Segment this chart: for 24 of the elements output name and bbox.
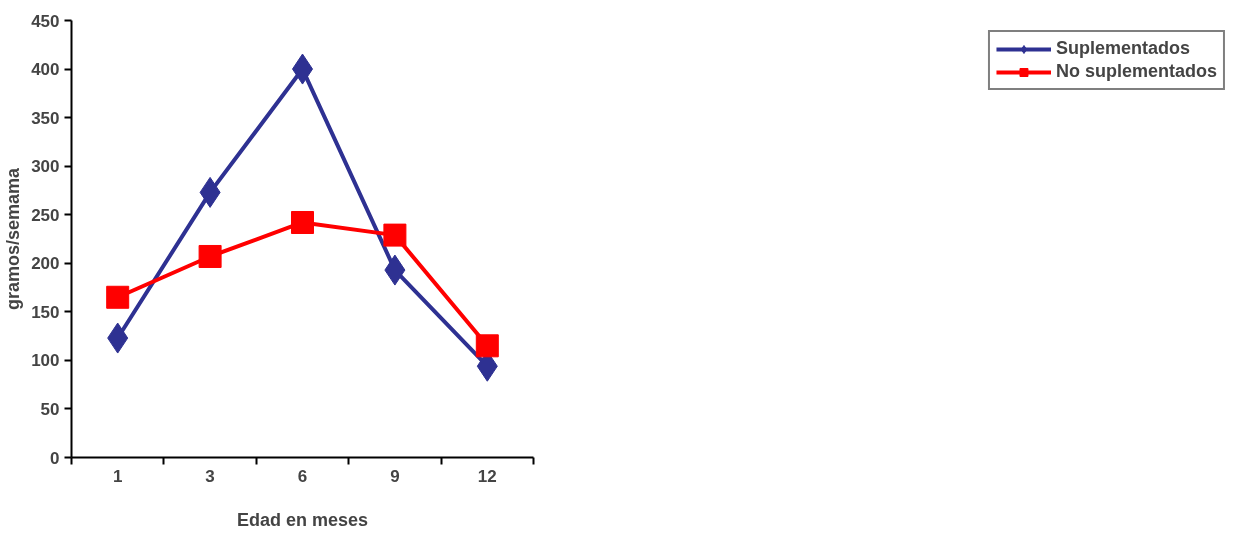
x-tick-label: 12 bbox=[477, 466, 497, 486]
y-tick-label: 50 bbox=[40, 399, 60, 419]
x-tick-label: 1 bbox=[112, 466, 123, 486]
y-tick-label: 250 bbox=[31, 205, 60, 225]
y-tick-label: 450 bbox=[31, 11, 60, 31]
y-tick-label: 300 bbox=[31, 157, 60, 177]
point bbox=[106, 285, 130, 309]
y-tick-label: 200 bbox=[31, 254, 60, 274]
point bbox=[198, 244, 222, 268]
point bbox=[291, 210, 314, 234]
y-tick-label: 100 bbox=[31, 351, 60, 371]
point bbox=[475, 334, 499, 358]
x-tick-label: 3 bbox=[205, 466, 215, 486]
x-axis-title: Edad en meses bbox=[236, 509, 369, 530]
y-tick-label: 0 bbox=[50, 448, 60, 468]
y-tick-label: 400 bbox=[31, 60, 60, 80]
y-tick-label: 150 bbox=[31, 302, 60, 322]
y-axis-title: gramos/semama bbox=[3, 166, 24, 311]
point bbox=[383, 223, 407, 247]
legend-label: No suplementados bbox=[1055, 61, 1217, 82]
x-tick-label: 9 bbox=[390, 466, 400, 486]
legend-label: Suplementados bbox=[1055, 38, 1190, 59]
y-tick-label: 350 bbox=[31, 108, 60, 128]
x-tick-label: 6 bbox=[297, 466, 308, 486]
